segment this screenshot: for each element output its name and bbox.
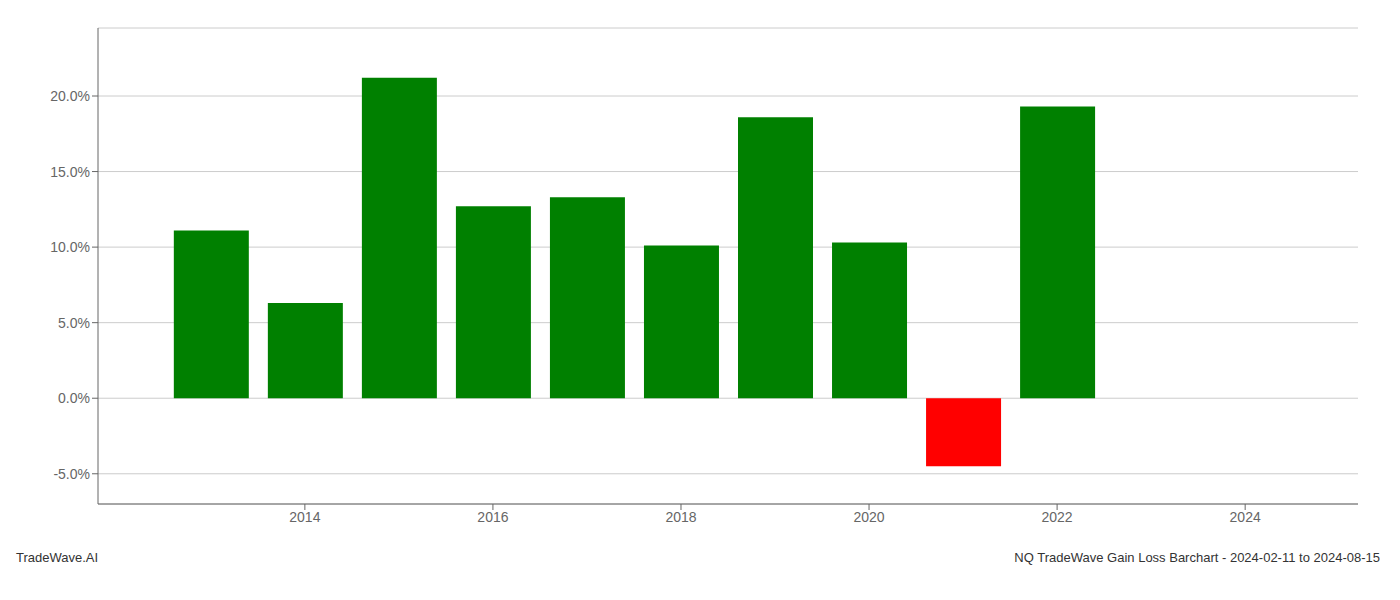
svg-text:10.0%: 10.0% [50,239,90,255]
svg-text:2022: 2022 [1042,509,1073,525]
html-text:TradeWave.AI: TradeWave.AI [16,550,99,565]
html-text:NQ TradeWave Gain Loss Barchar: NQ TradeWave Gain Loss Barchart - 2024-0… [1014,550,1380,565]
svg-text:20.0%: 20.0% [50,88,90,104]
svg-text:2024: 2024 [1230,509,1261,525]
svg-text:5.0%: 5.0% [58,315,90,331]
svg-text:2020: 2020 [853,509,884,525]
svg-text:-5.0%: -5.0% [53,466,90,482]
svg-text:2018: 2018 [665,509,696,525]
svg-text:0.0%: 0.0% [58,390,90,406]
svg-text:15.0%: 15.0% [50,164,90,180]
svg-text:2016: 2016 [477,509,508,525]
svg-text:2014: 2014 [289,509,320,525]
